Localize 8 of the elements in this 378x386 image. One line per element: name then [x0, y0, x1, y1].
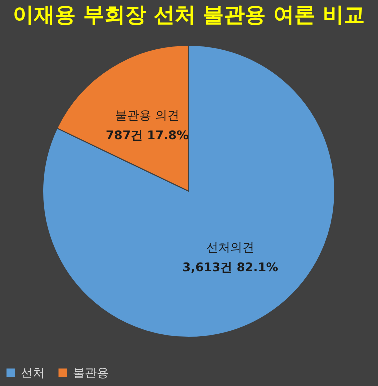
chart-title: 이재용 부회장 선처 불관용 여론 비교 — [13, 3, 365, 27]
legend-label: 불관용 — [73, 366, 109, 380]
data-label: 3,613건 82.1% — [182, 260, 278, 275]
legend-label: 선처 — [21, 366, 45, 380]
text: 선처의견 — [206, 240, 255, 255]
text: 불관용 의견 — [116, 108, 180, 122]
pie-slice — [42, 45, 336, 338]
data-label: 787건 17.8% — [106, 128, 189, 142]
